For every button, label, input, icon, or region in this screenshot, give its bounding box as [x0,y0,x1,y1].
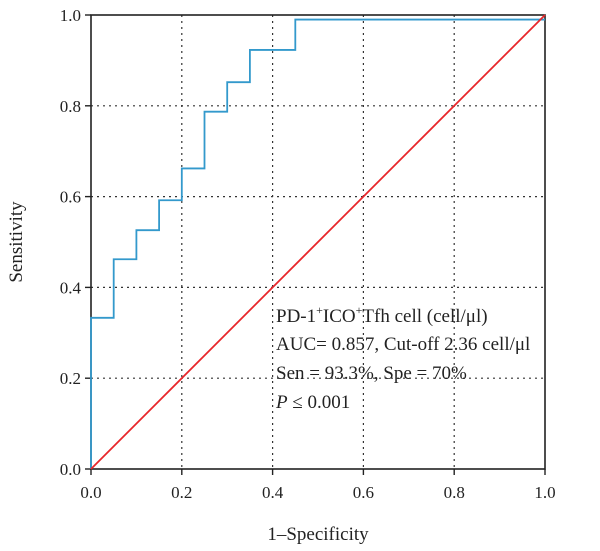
plot-frame [90,14,546,470]
annotation-block: PD-1+ICO+Tfh cell (cell/μl) AUC= 0.857, … [275,303,530,413]
x-tick-label: 0.4 [262,483,284,502]
y-tick-label: 0.8 [60,97,81,116]
x-axis-title: 1–Specificity [267,524,369,545]
y-tick-label: 0.4 [60,278,82,297]
x-tick-label: 0.0 [80,483,101,502]
y-tick-label: 0.6 [60,188,81,207]
annotation-line-3: Sen = 93.3%, Spe = 70% [276,363,467,384]
x-tick-label: 0.6 [353,483,374,502]
x-tick-label: 1.0 [534,483,555,502]
annotation-line-1: PD-1+ICO+Tfh cell (cell/μl) [276,303,488,327]
grid-lines [91,15,545,469]
x-tick-label: 0.2 [171,483,192,502]
y-axis-title: Sensitivity [6,201,27,283]
x-tick-label: 0.8 [444,483,465,502]
series-layer [90,14,546,470]
annotation-line-4: P ≤ 0.001 [275,392,350,413]
reference-diagonal-line [90,14,546,470]
annotation-line-2: AUC= 0.857, Cut-off 2.36 cell/μl [276,334,530,355]
axis-ticks: 0.0 0.2 0.4 0.6 0.8 1.0 0.0 0.2 0.4 0.6 0.8 1.0 [60,6,556,502]
roc-curve-line [90,18,545,469]
y-tick-label: 0.2 [60,369,81,388]
y-tick-label: 0.0 [60,460,81,479]
y-tick-label: 1.0 [60,6,81,25]
